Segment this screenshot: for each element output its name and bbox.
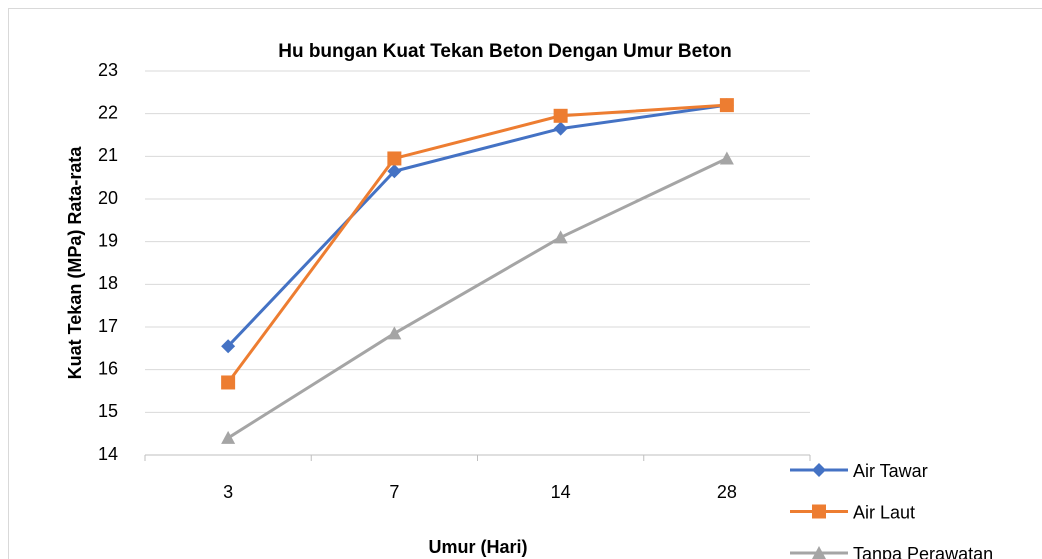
data-point	[719, 98, 734, 113]
legend-label: Tanpa Perawatan	[853, 544, 993, 559]
y-tick-label: 16	[98, 358, 118, 378]
legend-marker	[812, 546, 826, 559]
chart-title: Hu bungan Kuat Tekan Beton Dengan Umur B…	[278, 41, 732, 62]
series-line	[226, 103, 727, 384]
x-tick-label: 7	[389, 482, 399, 502]
legend-label: Air Laut	[853, 502, 915, 522]
data-point	[387, 326, 402, 340]
data-point	[553, 108, 568, 123]
data-point	[387, 151, 402, 166]
y-tick-label: 17	[98, 316, 118, 336]
y-axis-label: Kuat Tekan (MPa) Rata-rata	[65, 146, 85, 380]
y-tick-label: 19	[98, 230, 118, 250]
y-tick-label: 20	[98, 188, 118, 208]
x-tick-label: 14	[551, 482, 571, 502]
x-tick-label: 28	[717, 482, 737, 502]
data-point	[719, 151, 734, 165]
y-tick-label: 23	[98, 60, 118, 80]
y-tick-label: 14	[98, 444, 118, 464]
data-point	[221, 375, 236, 390]
series-line	[227, 103, 728, 348]
data-point	[221, 430, 236, 444]
series-line	[227, 157, 728, 440]
y-tick-label: 18	[98, 273, 118, 293]
chart-border	[8, 8, 1042, 559]
data-point	[387, 164, 402, 179]
data-point	[221, 339, 236, 354]
legend-marker	[812, 463, 826, 477]
y-tick-label: 21	[98, 145, 118, 165]
x-tick-label: 3	[223, 482, 233, 502]
data-point	[553, 121, 568, 136]
legend-label: Air Tawar	[853, 461, 928, 481]
y-tick-label: 22	[98, 102, 118, 122]
legend-marker	[812, 504, 826, 519]
x-axis-label: Umur (Hari)	[428, 537, 527, 557]
y-tick-label: 15	[98, 401, 118, 421]
data-point	[553, 230, 568, 244]
